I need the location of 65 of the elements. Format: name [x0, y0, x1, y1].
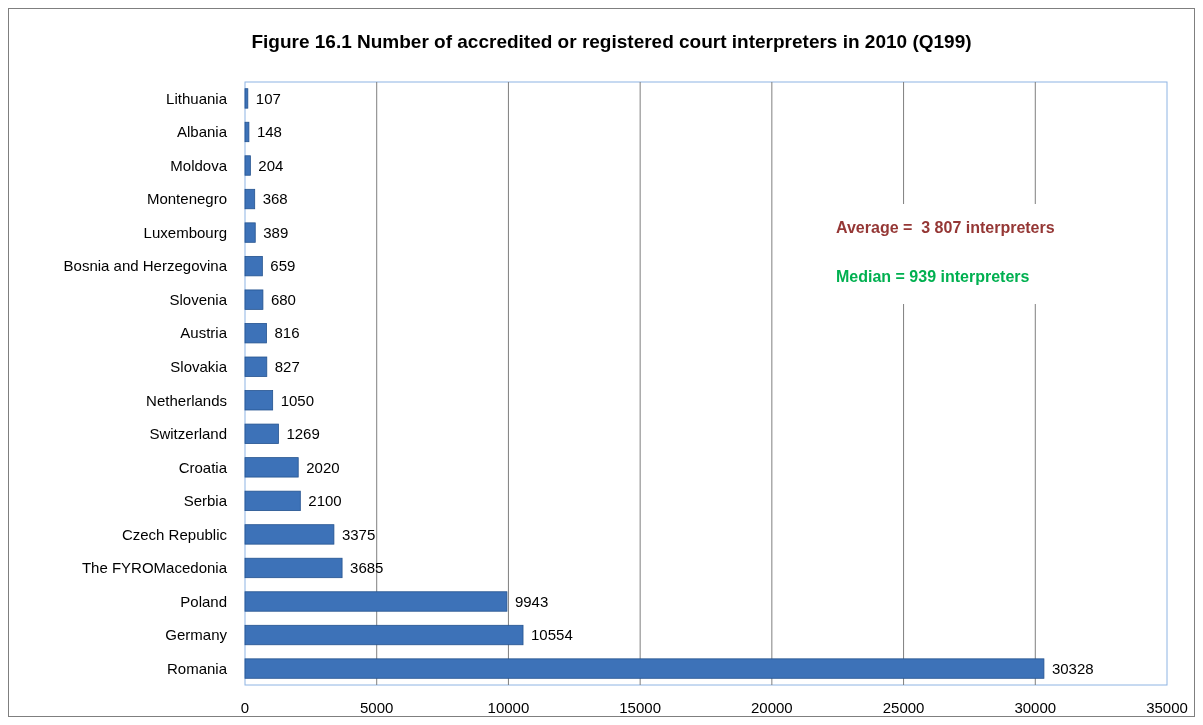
y-tick-label: Serbia [183, 492, 228, 510]
data-label: 389 [263, 223, 289, 241]
x-tick-label: 10000 [487, 699, 530, 716]
bar [244, 490, 301, 512]
data-label: 204 [258, 156, 284, 174]
x-tick-label: 25000 [882, 699, 925, 716]
y-tick-label: Germany [165, 626, 228, 644]
bar [244, 222, 256, 243]
chart-title: Figure 16.1 Number of accredited or registered court interpreters in 2010 (Q199) [251, 31, 972, 52]
data-label: 659 [270, 257, 296, 275]
y-tick-label: Poland [180, 592, 227, 610]
y-tick-label: The FYROMacedonia [81, 559, 228, 577]
data-label: 10554 [531, 626, 573, 644]
data-label: 816 [274, 324, 300, 342]
data-label: 680 [270, 290, 296, 308]
y-tick-label: Slovakia [170, 357, 228, 375]
bar [244, 155, 251, 176]
bar [244, 356, 268, 377]
data-label: 1050 [280, 391, 315, 409]
x-tick-label: 0 [240, 699, 250, 716]
data-label: 30328 [1051, 659, 1094, 677]
data-label: 9943 [514, 592, 549, 610]
bar [244, 423, 279, 444]
bar [244, 390, 274, 411]
x-tick-label: 20000 [751, 699, 793, 716]
y-tick-label: Romania [166, 659, 228, 677]
y-tick-label: Lithuania [166, 89, 228, 107]
bar [244, 658, 1045, 679]
bar [244, 591, 508, 612]
bar [244, 524, 335, 545]
x-tick-label: 35000 [1146, 699, 1188, 716]
data-label: 148 [256, 123, 282, 141]
y-tick-label: Netherlands [146, 391, 227, 409]
data-label: 368 [262, 190, 288, 208]
bar [244, 323, 267, 344]
y-tick-label: Croatia [178, 458, 228, 476]
bar [244, 457, 299, 478]
y-tick-label: Bosnia and Herzegovina [63, 257, 228, 275]
bar [244, 557, 343, 579]
x-tick-label: 5000 [360, 699, 394, 716]
data-label: 1269 [286, 425, 320, 443]
y-tick-label: Luxembourg [143, 223, 227, 241]
y-tick-label: Czech Republic [121, 525, 228, 543]
y-tick-label: Montenegro [146, 190, 227, 208]
bar [244, 289, 264, 310]
annotation: Average = 3 807 interpreters [836, 219, 1055, 236]
data-label: 107 [255, 89, 281, 107]
x-tick-label: 15000 [619, 699, 661, 716]
annotation: Median = 939 interpreters [836, 268, 1030, 285]
y-tick-label: Slovenia [169, 290, 228, 308]
bar [244, 88, 249, 109]
y-tick-label: Moldova [170, 156, 228, 174]
data-label: 827 [274, 357, 300, 375]
data-label: 2100 [308, 492, 342, 510]
bar [244, 121, 250, 143]
y-tick-label: Albania [176, 123, 228, 141]
data-label: 3375 [341, 525, 376, 543]
y-tick-label: Austria [180, 324, 228, 342]
data-label: 2020 [306, 458, 340, 476]
bar [244, 624, 524, 646]
data-label: 3685 [350, 559, 384, 577]
bar [244, 188, 256, 210]
x-tick-label: 30000 [1014, 699, 1057, 716]
y-tick-label: Switzerland [149, 425, 227, 443]
bar [244, 255, 263, 277]
